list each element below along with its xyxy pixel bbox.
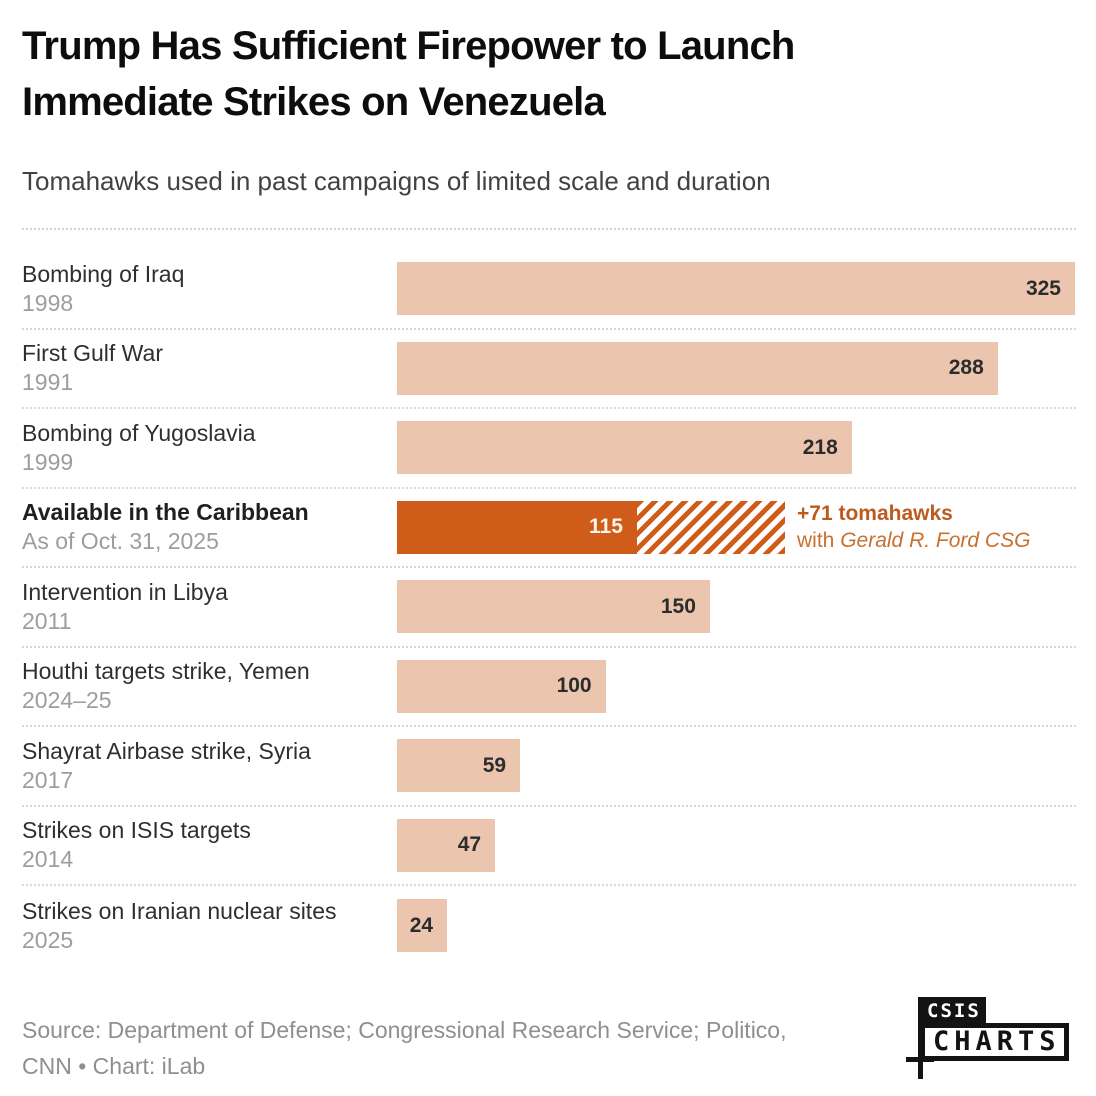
csis-charts-logo: CSIS CHARTS xyxy=(906,995,1078,1087)
hatch-extension-bar xyxy=(636,500,786,554)
row-label-group: Available in the Caribbean As of Oct. 31… xyxy=(22,498,397,556)
chart-row: First Gulf War 1991 288 xyxy=(22,330,1076,409)
row-label-group: Strikes on ISIS targets 2014 xyxy=(22,816,397,874)
logo-csis-label: CSIS xyxy=(918,996,986,1025)
campaign-year: 2017 xyxy=(22,766,74,793)
annotation-line-1: +71 tomahawks xyxy=(797,502,953,526)
campaign-year: 1991 xyxy=(22,369,74,396)
chart-row: Bombing of Yugoslavia 1999 218 xyxy=(22,409,1076,489)
bar-area: 288 xyxy=(397,341,1076,395)
bar-area: 47 xyxy=(397,818,1076,872)
campaign-label: Shayrat Airbase strike, Syria xyxy=(22,737,311,764)
source-line-2: CNN • Chart: iLab xyxy=(22,1052,206,1079)
bar-area: 325 xyxy=(397,262,1076,316)
bar-area: 24 xyxy=(397,899,1076,953)
campaign-year: As of Oct. 31, 2025 xyxy=(22,528,219,555)
campaign-label: Available in the Caribbean xyxy=(22,499,309,526)
source-line-1: Source: Department of Defense; Congressi… xyxy=(22,1016,787,1043)
row-label-group: Shayrat Airbase strike, Syria 2017 xyxy=(22,737,397,795)
row-label-group: Bombing of Yugoslavia 1999 xyxy=(22,419,397,477)
bar-value-label: 100 xyxy=(556,674,592,698)
chart-footer: Source: Department of Defense; Congressi… xyxy=(22,996,1076,1084)
bar-chart: Bombing of Iraq 1998 325 First Gulf War … xyxy=(22,228,1076,966)
chart-row: Houthi targets strike, Yemen 2024–25 100 xyxy=(22,648,1076,727)
campaign-year: 2011 xyxy=(22,607,72,634)
bar: 325 xyxy=(397,262,1075,316)
bar-value-label: 288 xyxy=(948,356,984,380)
row-label-group: Bombing of Iraq 1998 xyxy=(22,260,397,318)
campaign-label: First Gulf War xyxy=(22,340,163,367)
row-label-group: Houthi targets strike, Yemen 2024–25 xyxy=(22,657,397,715)
bar: 59 xyxy=(397,739,521,793)
bar-value-label: 47 xyxy=(457,833,482,857)
campaign-label: Strikes on Iranian nuclear sites xyxy=(22,897,337,924)
bar-value-label: 59 xyxy=(482,753,507,777)
campaign-year: 1999 xyxy=(22,448,74,475)
campaign-label: Bombing of Iraq xyxy=(22,260,185,287)
campaign-label: Strikes on ISIS targets xyxy=(22,817,251,844)
campaign-label: Houthi targets strike, Yemen xyxy=(22,658,310,685)
campaign-year: 2014 xyxy=(22,846,74,873)
chart-title-line-1: Trump Has Sufficient Firepower to Launch xyxy=(22,24,795,68)
campaign-year: 2024–25 xyxy=(22,687,112,714)
bar: 100 xyxy=(397,659,606,713)
source-note: Source: Department of Defense; Congressi… xyxy=(22,1012,922,1084)
campaign-label: Intervention in Libya xyxy=(22,578,228,605)
chart-title-line-2: Immediate Strikes on Venezuela xyxy=(22,80,606,124)
bar: 115 xyxy=(397,500,637,554)
bar: 288 xyxy=(397,341,998,395)
bar: 218 xyxy=(397,421,852,475)
annotation-ship-name: Gerald R. Ford CSG xyxy=(840,529,1031,553)
bar-value-label: 218 xyxy=(802,435,838,459)
bar-area: 100 xyxy=(397,659,1076,713)
row-label-group: Strikes on Iranian nuclear sites 2025 xyxy=(22,897,397,955)
chart-row: Bombing of Iraq 1998 325 xyxy=(22,250,1076,330)
bar-area: 150 xyxy=(397,580,1076,634)
annotation-line-2-prefix: with xyxy=(797,529,841,553)
extension-annotation: +71 tomahawks with Gerald R. Ford CSG xyxy=(797,500,1030,554)
chart-row: Available in the Caribbean As of Oct. 31… xyxy=(22,489,1076,568)
bar-value-label: 115 xyxy=(589,515,623,539)
chart-title: Trump Has Sufficient Firepower to Launch… xyxy=(22,18,1076,130)
bar-area: 115 +71 tomahawks with Gerald R. Ford CS… xyxy=(397,500,1076,554)
chart-row: Shayrat Airbase strike, Syria 2017 59 xyxy=(22,727,1076,807)
bar-area: 59 xyxy=(397,739,1076,793)
bar-value-label: 150 xyxy=(660,594,696,618)
bar-value-label: 24 xyxy=(409,913,434,937)
chart-row: Strikes on ISIS targets 2014 47 xyxy=(22,807,1076,886)
bar: 24 xyxy=(397,899,448,953)
bar-area: 218 xyxy=(397,421,1076,475)
bar-value-label: 325 xyxy=(1025,276,1061,300)
bar: 150 xyxy=(397,580,710,634)
chart-subtitle: Tomahawks used in past campaigns of limi… xyxy=(22,166,771,196)
row-label-group: Intervention in Libya 2011 xyxy=(22,578,397,636)
row-label-group: First Gulf War 1991 xyxy=(22,339,397,397)
campaign-label: Bombing of Yugoslavia xyxy=(22,419,256,446)
annotation-line-2: with Gerald R. Ford CSG xyxy=(797,527,1030,554)
chart-row: Intervention in Libya 2011 150 xyxy=(22,568,1076,648)
campaign-year: 1998 xyxy=(22,289,74,316)
bar: 47 xyxy=(397,818,496,872)
campaign-year: 2025 xyxy=(22,926,74,953)
chart-row: Strikes on Iranian nuclear sites 2025 24 xyxy=(22,886,1076,966)
logo-charts-label: CHARTS xyxy=(920,1022,1069,1061)
